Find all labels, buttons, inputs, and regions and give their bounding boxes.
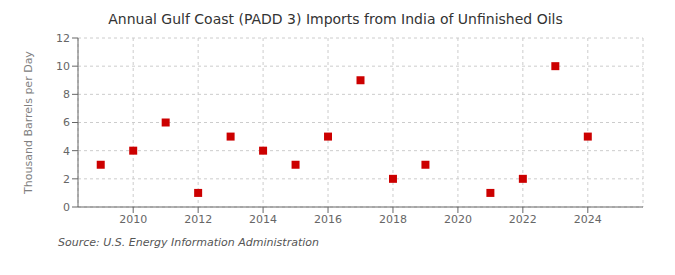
svg-text:2024: 2024 xyxy=(574,213,602,226)
svg-text:2022: 2022 xyxy=(509,213,537,226)
svg-text:8: 8 xyxy=(63,88,70,101)
svg-text:2020: 2020 xyxy=(444,213,472,226)
svg-text:0: 0 xyxy=(63,201,70,214)
svg-text:2018: 2018 xyxy=(379,213,407,226)
html-text:Annual Gulf Coast (PADD 3) Imp: Annual Gulf Coast (PADD 3) Imports from … xyxy=(108,11,563,27)
svg-text:Thousand Barrels per Day: Thousand Barrels per Day xyxy=(22,51,35,195)
svg-text:2010: 2010 xyxy=(119,213,147,226)
svg-text:10: 10 xyxy=(56,60,70,73)
svg-text:4: 4 xyxy=(63,145,70,158)
svg-text:2012: 2012 xyxy=(184,213,212,226)
svg-text:2: 2 xyxy=(63,173,70,186)
svg-text:12: 12 xyxy=(56,32,70,45)
svg-text:6: 6 xyxy=(63,116,70,129)
html-text:Source: U.S. Energy Informatio: Source: U.S. Energy Information Administ… xyxy=(58,236,319,249)
svg-text:2014: 2014 xyxy=(249,213,277,226)
svg-text:2016: 2016 xyxy=(314,213,342,226)
